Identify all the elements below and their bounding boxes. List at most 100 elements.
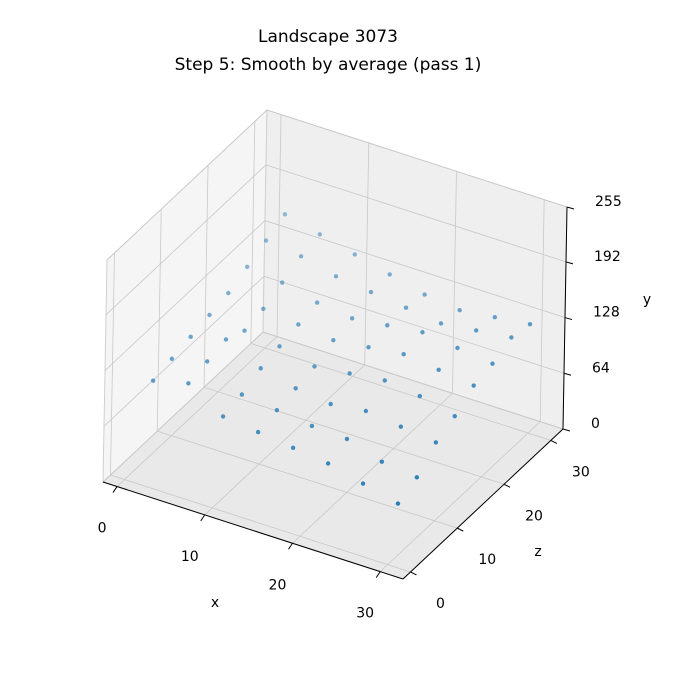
data-point [279, 280, 285, 285]
data-point [204, 359, 210, 364]
z-axis-line [402, 428, 564, 580]
x-axis-line [102, 481, 404, 580]
grid-line [157, 430, 458, 529]
data-point [433, 440, 439, 445]
x-tick [200, 514, 206, 522]
data-point [352, 252, 357, 257]
data-point [333, 274, 339, 279]
data-point [455, 345, 460, 351]
y-tick-label: 192 [594, 249, 621, 265]
data-point [328, 401, 333, 407]
z-tick [503, 483, 511, 488]
data-point [277, 344, 282, 349]
grid-line [452, 171, 457, 394]
grid-line [379, 421, 541, 572]
data-point [452, 413, 457, 419]
grid-line [276, 114, 282, 337]
data-point [422, 292, 427, 297]
y-tick [562, 428, 571, 432]
chart-title: Landscape 3073 [258, 27, 398, 47]
grid-line [203, 386, 505, 485]
data-point [403, 305, 409, 310]
data-point [223, 337, 229, 342]
data-point [220, 414, 226, 419]
data-point [368, 289, 374, 295]
data-point [457, 308, 462, 313]
x-axis-label: x [211, 595, 219, 611]
data-point [366, 344, 371, 350]
grid-line [263, 275, 565, 374]
data-point [325, 461, 331, 466]
grid-line [266, 109, 568, 208]
y-tick [563, 372, 572, 376]
data-point [207, 312, 212, 318]
data-point [263, 238, 269, 243]
grid-line [103, 275, 265, 427]
data-point [509, 335, 514, 340]
data-point [492, 315, 498, 320]
data-point [438, 321, 444, 326]
y-axis-label: y [643, 292, 651, 308]
grid-line [204, 364, 366, 516]
data-point [490, 361, 495, 366]
grid-line [106, 109, 268, 261]
grid-line [262, 331, 564, 430]
z-tick-label: 0 [436, 596, 445, 612]
data-point [239, 392, 245, 397]
data-point [314, 300, 320, 305]
data-point [169, 356, 175, 361]
data-point [398, 424, 404, 429]
data-point [150, 378, 156, 383]
data-point [360, 481, 366, 486]
y-tick [564, 317, 573, 321]
x-tick-label: 30 [356, 606, 374, 622]
data-point [420, 330, 425, 335]
z-axis-label: z [534, 544, 541, 560]
x-tick [375, 571, 381, 578]
y-tick [565, 261, 574, 265]
grid-line [110, 474, 411, 573]
data-point [382, 378, 388, 383]
y-tick-label: 64 [592, 360, 610, 376]
y-tick [566, 206, 575, 210]
z-tick [457, 527, 464, 532]
z-tick-label: 30 [572, 464, 590, 480]
data-point [436, 367, 441, 373]
data-point [312, 364, 317, 369]
x-tick [288, 542, 293, 550]
grid-line [264, 220, 566, 318]
data-point [331, 337, 336, 343]
y-tick-label: 0 [591, 416, 600, 432]
data-point [258, 366, 263, 371]
data-point [188, 334, 193, 340]
grid-line [265, 164, 567, 263]
data-point [296, 322, 301, 327]
data-point [417, 393, 423, 399]
data-point [385, 323, 390, 328]
z-tick-label: 20 [525, 508, 543, 524]
grid-line [105, 164, 267, 316]
z-tick [410, 571, 417, 576]
x-tick [112, 486, 118, 493]
data-point [226, 290, 231, 296]
grid-line [250, 343, 551, 441]
data-point [387, 272, 392, 277]
data-point [344, 436, 350, 442]
data-point [347, 371, 352, 376]
x-tick-label: 20 [269, 577, 287, 593]
grid-line [292, 392, 453, 544]
y-axis-line [562, 206, 568, 430]
data-point [414, 475, 420, 480]
grid-line [104, 220, 266, 371]
z-tick [550, 439, 558, 444]
grid-line [539, 199, 545, 422]
data-point [290, 445, 296, 451]
y-tick-label: 255 [595, 194, 622, 210]
grid-line [102, 331, 264, 483]
data-point [261, 306, 266, 311]
data-point [298, 254, 304, 259]
x-tick-label: 0 [98, 521, 107, 537]
data-point [282, 212, 288, 217]
data-point [379, 459, 385, 464]
